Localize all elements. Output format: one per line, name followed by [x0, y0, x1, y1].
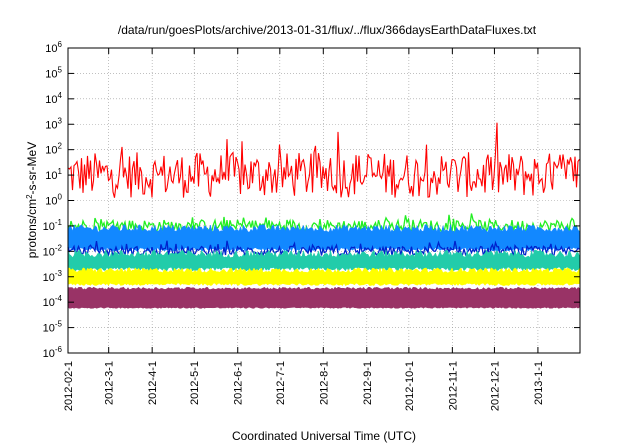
y-axis-label: protons/cm2-s-sr-MeV [25, 142, 39, 258]
x-tick-label: 2012-02-1 [63, 361, 75, 411]
flux-band [67, 286, 580, 309]
y-tick-label: 10-1 [43, 218, 63, 233]
y-tick-label: 10-4 [43, 294, 63, 309]
y-tick-label: 10-3 [43, 269, 63, 284]
flux-band [67, 249, 580, 272]
x-tick-label: 2012-5-1 [189, 361, 201, 405]
y-tick-label: 101 [45, 167, 62, 182]
chart-title: /data/run/goesPlots/archive/2013-01-31/f… [118, 23, 537, 37]
y-tick-label: 10-2 [43, 243, 63, 258]
flux-line [67, 213, 580, 235]
y-tick-label: 100 [45, 193, 62, 208]
y-tick-label: 102 [45, 142, 62, 157]
x-tick-label: 2012-6-1 [233, 361, 245, 405]
y-axis-ticks: 10-6 10-5 10-4 10-3 10-2 10-1 100 101 102 103 104 1… [43, 40, 580, 360]
data-series [67, 122, 580, 309]
x-tick-label: 2012-9-1 [362, 361, 374, 405]
x-tick-label: 2012-12-1 [489, 361, 501, 411]
y-tick-label: 106 [45, 40, 62, 55]
x-tick-label: 2013-1-1 [533, 361, 545, 405]
y-tick-label: 104 [45, 91, 62, 106]
x-tick-label: 2012-7-1 [275, 361, 287, 405]
x-axis-ticks: 2012-02-1 2012-3-1 2012-4-1 2012-5-1 2012-6-… [63, 48, 545, 411]
x-tick-label: 2012-11-1 [447, 361, 459, 410]
x-axis-label: Coordinated Universal Time (UTC) [232, 429, 416, 443]
x-tick-label: 2012-10-1 [404, 361, 416, 411]
x-tick-label: 2012-4-1 [147, 361, 159, 405]
x-tick-label: 2012-3-1 [104, 361, 116, 405]
y-tick-label: 105 [45, 65, 62, 80]
y-tick-label: 10-5 [43, 320, 63, 335]
flux-band [67, 267, 580, 287]
y-tick-label: 10-6 [43, 345, 63, 360]
x-tick-label: 2012-8-1 [318, 361, 330, 405]
y-tick-label: 103 [45, 116, 62, 131]
flux-line [67, 122, 580, 198]
